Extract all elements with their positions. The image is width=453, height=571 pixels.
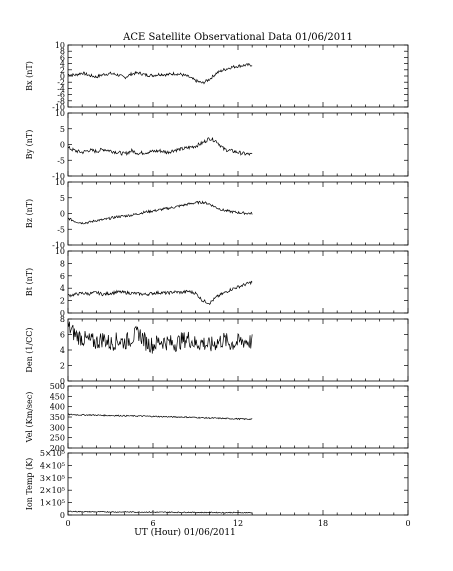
y-tick-label: -5 <box>57 225 65 234</box>
series-line <box>67 137 253 156</box>
y-tick-label: 4 <box>60 346 65 355</box>
y-tick-label: 10 <box>55 41 65 50</box>
series-line <box>67 321 253 354</box>
series-line <box>67 200 253 225</box>
y-tick-label: 8 <box>60 259 65 268</box>
y-tick-label: 5 <box>60 125 65 134</box>
y-tick-label: -4 <box>57 84 65 93</box>
y-tick-label: 5 <box>60 194 65 203</box>
y-tick-label: 4×10⁵ <box>40 461 65 470</box>
y-axis-label: Den (1/CC) <box>25 327 34 372</box>
y-tick-label: 8 <box>60 47 65 56</box>
y-tick-label: 10 <box>55 178 65 187</box>
y-tick-label: -10 <box>52 172 65 181</box>
y-tick-label: 0 <box>60 309 65 318</box>
y-tick-label: 4 <box>60 284 65 293</box>
y-tick-label: 2×10⁵ <box>40 486 65 495</box>
y-tick-label: 1×10⁵ <box>40 499 65 508</box>
series-line <box>67 413 253 421</box>
panel-frame <box>67 250 409 314</box>
x-tick-label: 0 <box>405 519 410 528</box>
y-tick-label: 2 <box>60 66 65 75</box>
y-axis-label: Vel (Km/sec) <box>25 392 34 444</box>
panel-frame <box>67 452 409 516</box>
panel-frame <box>67 385 409 449</box>
y-tick-label: 400 <box>50 403 65 412</box>
y-tick-label: 500 <box>50 382 65 391</box>
y-tick-label: 0 <box>60 377 65 386</box>
y-tick-label: 5×10⁵ <box>40 449 65 458</box>
x-tick-label: 12 <box>233 519 243 528</box>
y-axis-label: Bx (nT) <box>25 61 34 91</box>
series-line <box>67 280 253 306</box>
y-tick-label: -5 <box>57 156 65 165</box>
panel-frame <box>67 112 409 177</box>
y-tick-label: 10 <box>55 247 65 256</box>
y-tick-label: 250 <box>50 434 65 443</box>
y-tick-label: 2 <box>60 362 65 371</box>
y-tick-label: 10 <box>55 109 65 118</box>
y-tick-label: 0 <box>60 511 65 520</box>
y-tick-label: -8 <box>57 97 65 106</box>
y-tick-label: 8 <box>60 315 65 324</box>
x-tick-label: 6 <box>150 519 155 528</box>
x-axis-label: UT (Hour) 01/06/2011 <box>134 527 236 538</box>
y-tick-label: -6 <box>57 91 65 100</box>
y-tick-label: 6 <box>60 53 65 62</box>
y-tick-label: 350 <box>50 413 65 422</box>
series-line <box>67 510 253 514</box>
y-tick-label: 2 <box>60 297 65 306</box>
y-axis-label: Ion Temp (K) <box>25 458 34 511</box>
y-axis-label: Bz (nT) <box>25 199 34 228</box>
y-tick-label: -10 <box>52 103 65 112</box>
x-tick-label: 18 <box>318 519 328 528</box>
panel-frame <box>67 318 409 382</box>
x-tick-label: 0 <box>65 519 70 528</box>
y-tick-label: 300 <box>50 423 65 432</box>
y-tick-label: 450 <box>50 392 65 401</box>
series-line <box>67 63 253 85</box>
y-tick-label: 0 <box>60 72 65 81</box>
y-axis-label: By (nT) <box>25 130 34 160</box>
y-tick-label: 0 <box>60 210 65 219</box>
y-tick-label: 6 <box>60 331 65 340</box>
y-tick-label: -2 <box>57 78 65 87</box>
y-tick-label: 0 <box>60 141 65 150</box>
y-tick-label: -10 <box>52 241 65 250</box>
y-tick-label: 200 <box>50 444 65 453</box>
chart-title: ACE Satellite Observational Data 01/06/2… <box>122 32 353 43</box>
y-tick-label: 6 <box>60 272 65 281</box>
y-tick-label: 4 <box>60 60 65 69</box>
y-tick-label: 3×10⁵ <box>40 474 65 483</box>
y-axis-label: Bt (nT) <box>25 268 34 296</box>
